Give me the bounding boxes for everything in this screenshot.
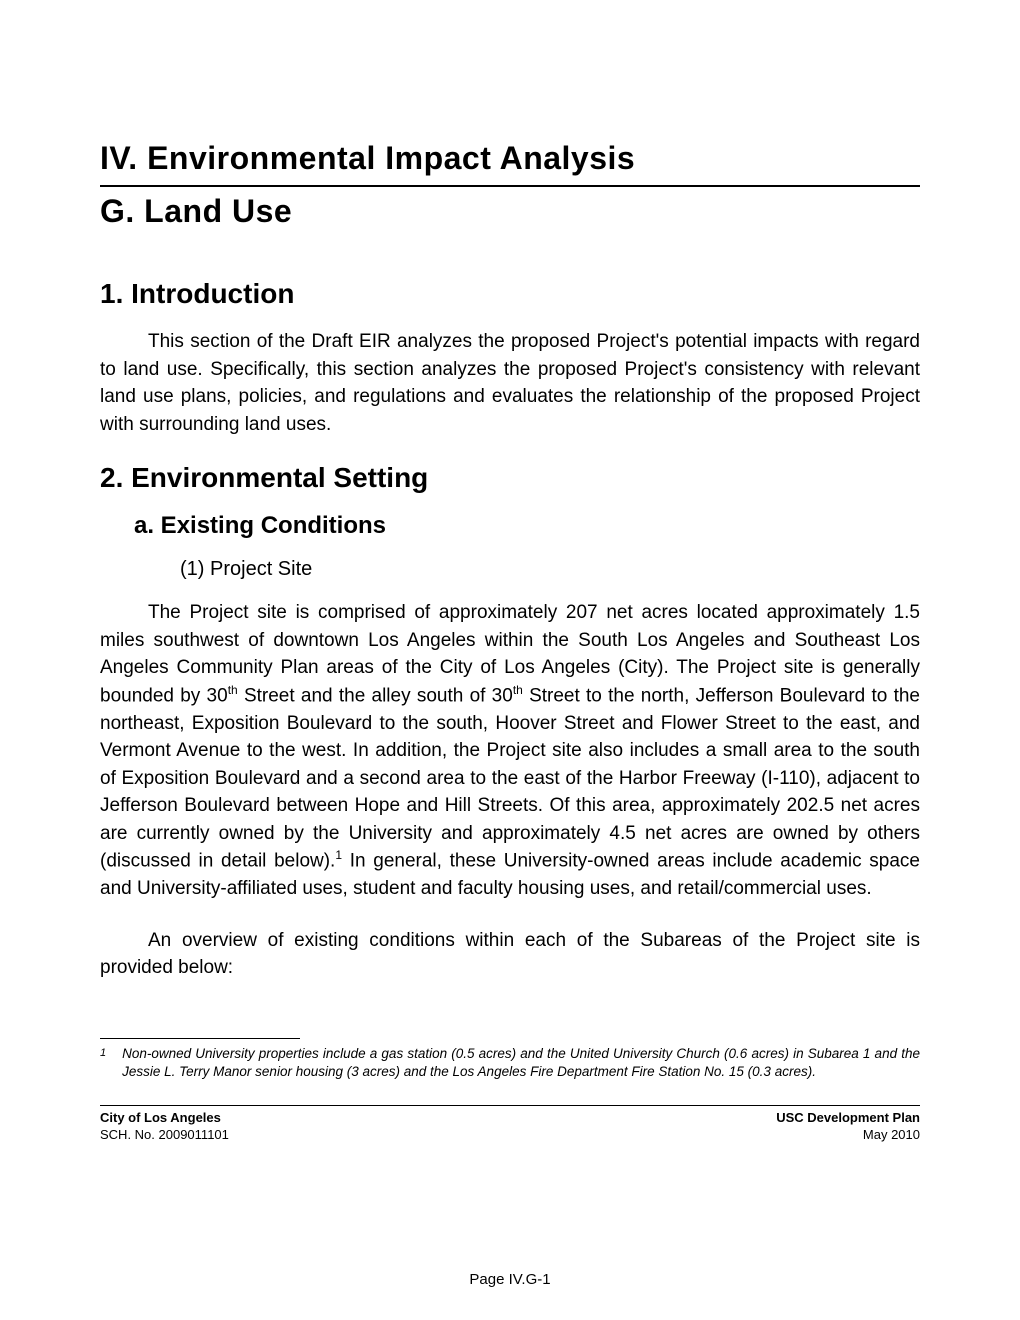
footnote-number: 1 [100,1045,106,1081]
project-site-paragraph-1: The Project site is comprised of approxi… [100,599,920,903]
footer-date: May 2010 [863,1127,920,1142]
project-site-paragraph-2: An overview of existing conditions withi… [100,927,920,982]
footnote-1: 1 Non-owned University properties includ… [100,1045,920,1081]
footer-divider [100,1105,920,1106]
footer-city: City of Los Angeles [100,1110,221,1125]
page-number: Page IV.G-1 [469,1271,550,1288]
section-introduction-heading: 1. Introduction [100,278,920,310]
title-main: IV. Environmental Impact Analysis [100,140,920,177]
introduction-paragraph: This section of the Draft EIR analyzes t… [100,328,920,438]
title-sub: G. Land Use [100,193,920,230]
title-divider [100,185,920,187]
footer-left: City of Los Angeles SCH. No. 2009011101 [100,1110,229,1144]
section-environmental-heading: 2. Environmental Setting [100,462,920,494]
footnote-text: Non-owned University properties include … [122,1045,920,1081]
subsection-existing-heading: a. Existing Conditions [134,512,920,540]
footer: City of Los Angeles SCH. No. 2009011101 … [100,1110,920,1144]
subsubsection-project-site-heading: (1) Project Site [180,558,920,581]
footer-sch-number: SCH. No. 2009011101 [100,1127,229,1142]
footnote-divider [100,1038,300,1039]
footer-plan-title: USC Development Plan [776,1110,920,1125]
footer-right: USC Development Plan May 2010 [776,1110,920,1144]
